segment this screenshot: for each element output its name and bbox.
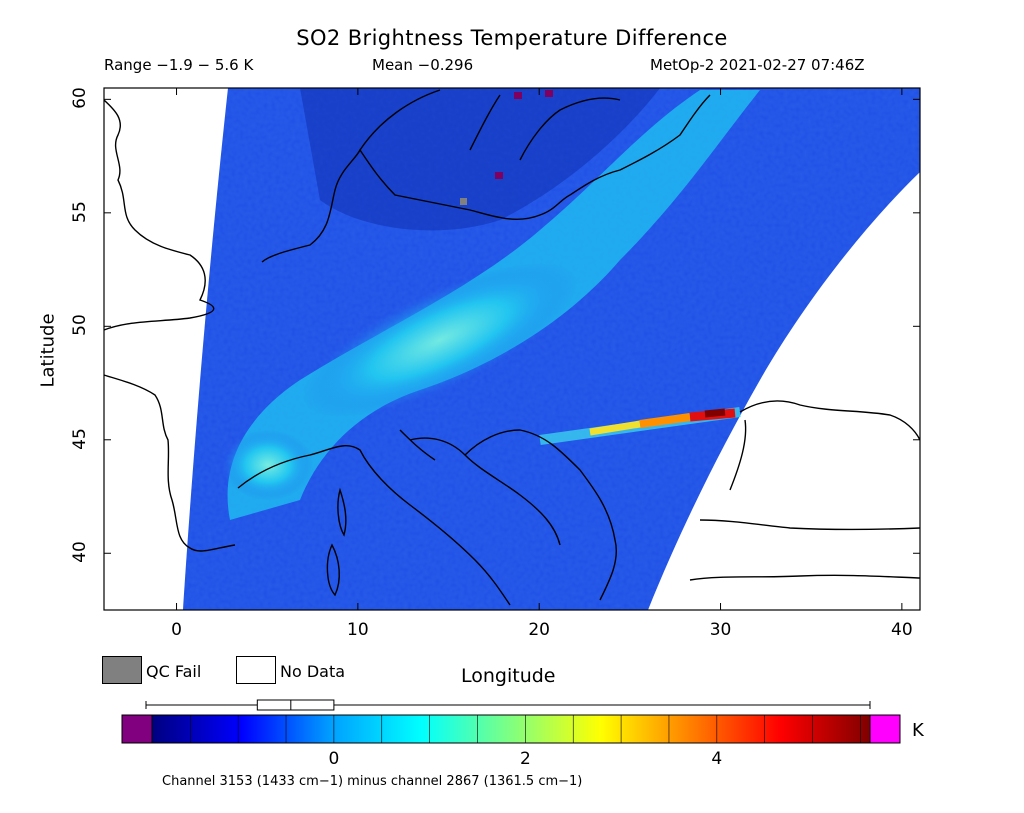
figure-title: SO2 Brightness Temperature Difference <box>296 26 728 50</box>
qc-fail-swatch <box>102 656 142 684</box>
colorbar-tick-label: 2 <box>519 749 531 769</box>
colorbar-tick-label: 0 <box>328 749 340 769</box>
colorbar-tick-label: 4 <box>711 749 723 769</box>
colorbar-main <box>151 714 871 744</box>
satellite-timestamp: MetOp-2 2021-02-27 07:46Z <box>650 56 865 74</box>
plume-origin <box>223 430 313 500</box>
y-axis-label: Latitude <box>37 313 59 388</box>
no-data-swatch <box>236 656 276 684</box>
y-tick-label: 60 <box>70 87 90 110</box>
value-boxplot <box>145 699 871 711</box>
so2-hotspot-line <box>539 407 741 445</box>
colorbar-over <box>869 714 901 744</box>
x-tick-label: 0 <box>171 620 182 640</box>
colorbar-unit: K <box>912 720 924 741</box>
colorbar-ticks <box>189 715 861 743</box>
axis-ticks <box>104 88 920 610</box>
x-tick-label: 10 <box>347 620 369 640</box>
qc-fail-pixel <box>460 198 467 205</box>
y-tick-label: 50 <box>70 314 90 337</box>
coastlines <box>104 89 920 606</box>
colorbar-under <box>121 714 153 744</box>
no-data-label: No Data <box>280 662 346 681</box>
x-tick-label: 30 <box>709 620 732 640</box>
y-tick-label: 40 <box>70 541 90 564</box>
high-pixel <box>545 90 553 97</box>
map-frame <box>103 87 921 611</box>
channel-footnote: Channel 3153 (1433 cm−1) minus channel 2… <box>162 774 583 789</box>
colorbar <box>121 699 901 744</box>
boxplot-box <box>256 699 335 711</box>
x-axis-label: Longitude <box>461 665 556 687</box>
map-plot-area <box>104 88 920 610</box>
y-tick-label: 45 <box>70 427 90 450</box>
range-text: Range −1.9 − 5.6 K <box>104 56 254 74</box>
plume-core <box>302 263 578 417</box>
high-pixel <box>514 92 522 99</box>
low-value-region <box>300 88 660 231</box>
mean-text: Mean −0.296 <box>372 56 474 74</box>
x-tick-label: 20 <box>528 620 550 640</box>
x-tick-label: 40 <box>891 620 913 640</box>
qc-fail-label: QC Fail <box>146 662 202 681</box>
y-tick-label: 55 <box>70 201 90 223</box>
high-pixel <box>495 172 503 179</box>
